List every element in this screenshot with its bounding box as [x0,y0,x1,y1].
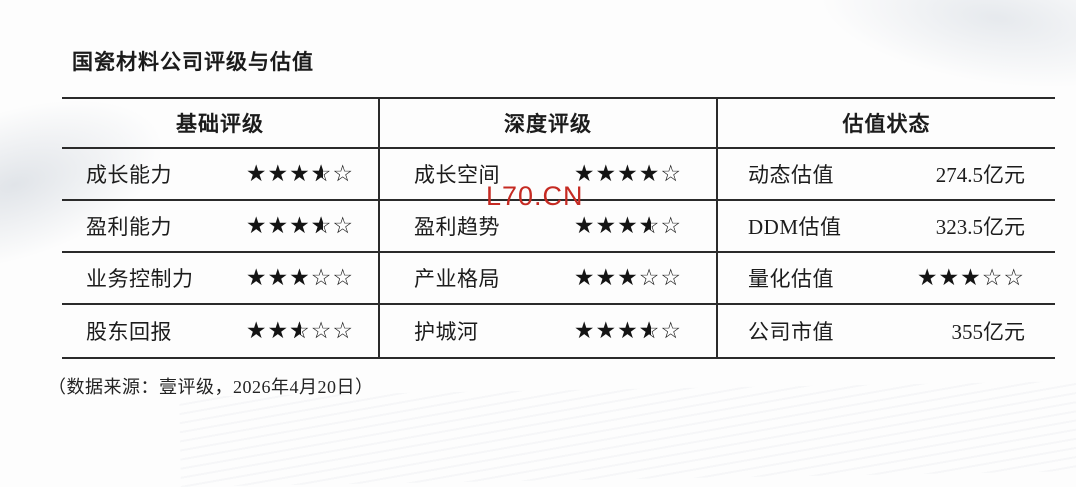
metric-label: 盈利能力 [86,215,172,239]
star-icon: ☆ [332,160,354,187]
rating-valuation-table: 基础评级 深度评级 估值状态 成长能力 ★★★☆ ★ ☆ 成长空间 ★★★★☆ 动态… [62,97,1055,359]
column-header-basic-rating: 基础评级 [176,112,264,136]
cell-shareholder-return: 股东回报 ★★☆ ★ ☆☆ [62,305,378,357]
star-icon: ☆ ★ [638,212,661,239]
star-icon: ★ [267,264,290,291]
column-header-depth-rating: 深度评级 [378,99,716,147]
star-icon: ★ [617,317,639,344]
star-rating: ★★★☆☆ [245,264,354,291]
star-icon: ☆ ★ [310,212,333,239]
star-icon: ★ [573,160,596,187]
star-icon: ★ [960,264,982,291]
valuation-amount: 323.5亿元 [935,215,1025,239]
cell-profit-ability: 盈利能力 ★★★☆ ★ ☆ [62,201,378,251]
star-icon: ★ [595,264,618,291]
column-header-valuation-status: 估值状态 [716,99,1055,147]
star-icon: ☆ [660,264,682,291]
star-icon: ★ [267,212,290,239]
star-icon: ☆ [310,264,333,291]
data-source-note: （数据来源：壹评级，2026年4月20日） [48,377,374,397]
star-icon: ☆ [660,160,682,187]
star-icon: ★ [617,160,639,187]
cell-quant-valuation: 量化估值 ★★★☆☆ [716,253,1055,303]
star-icon: ★ [245,160,268,187]
table-header-row: 基础评级 深度评级 估值状态 [62,99,1055,149]
star-icon: ★ [289,160,311,187]
star-rating: ★★★☆ ★ ☆ [245,160,354,187]
table-row: 盈利能力 ★★★☆ ★ ☆ 盈利趋势 ★★★☆ ★ ☆ DDM估值 323.5亿元 [62,201,1055,253]
valuation-amount: 355亿元 [951,320,1026,344]
cell-industry-pattern: 产业格局 ★★★☆☆ [378,253,716,303]
metric-label: 量化估值 [748,267,834,291]
star-icon: ☆ ★ [638,317,661,344]
star-icon: ★ [617,264,639,291]
cell-growth-ability: 成长能力 ★★★☆ ★ ☆ [62,149,378,199]
star-rating: ★★★☆☆ [573,264,682,291]
metric-label: 成长能力 [86,163,172,187]
star-icon: ★ [638,160,661,187]
star-icon: ★ [595,212,618,239]
star-rating: ★★★☆ ★ ☆ [245,212,354,239]
star-icon: ★ [245,212,268,239]
star-icon: ☆ [981,264,1004,291]
star-icon: ★ [916,264,939,291]
metric-label: 护城河 [414,320,479,344]
cell-market-cap: 公司市值 355亿元 [716,305,1055,357]
table-row: 业务控制力 ★★★☆☆ 产业格局 ★★★☆☆ 量化估值 ★★★☆☆ [62,253,1055,305]
watermark-text: L70.CN [486,181,584,211]
metric-label: 动态估值 [748,163,834,187]
star-rating: ★★★★☆ [573,160,682,187]
star-icon: ★ [267,317,290,344]
star-icon: ★ [289,264,311,291]
star-icon: ☆ [332,212,354,239]
star-icon: ★ [938,264,961,291]
page-title: 国瓷材料公司评级与估值 [72,50,314,74]
star-icon: ☆ [332,317,354,344]
metric-label: 业务控制力 [86,267,194,291]
star-icon: ☆ [332,264,354,291]
star-icon: ☆ [1003,264,1025,291]
star-icon: ★ [289,212,311,239]
metric-label: 盈利趋势 [414,215,500,239]
star-icon: ★ [595,317,618,344]
star-rating: ★★★☆ ★ ☆ [573,317,682,344]
cell-profit-trend: 盈利趋势 ★★★☆ ★ ☆ [378,201,716,251]
star-icon: ★ [595,160,618,187]
star-icon: ☆ ★ [310,160,333,187]
star-icon: ★ [573,212,596,239]
cell-dynamic-valuation: 动态估值 274.5亿元 [716,149,1055,199]
valuation-amount: 274.5亿元 [935,163,1025,187]
star-rating: ★★★☆☆ [916,264,1025,291]
metric-label: 股东回报 [86,320,172,344]
star-rating: ★★★☆ ★ ☆ [573,212,682,239]
star-icon: ★ [245,264,268,291]
table-row: 股东回报 ★★☆ ★ ☆☆ 护城河 ★★★☆ ★ ☆ 公司市值 355亿元 [62,305,1055,357]
star-icon: ★ [617,212,639,239]
star-icon: ☆ [660,212,682,239]
cell-moat: 护城河 ★★★☆ ★ ☆ [378,305,716,357]
cell-business-control: 业务控制力 ★★★☆☆ [62,253,378,303]
star-icon: ★ [573,317,596,344]
star-icon: ★ [245,317,268,344]
star-rating: ★★☆ ★ ☆☆ [245,317,354,344]
star-icon: ☆ [310,317,333,344]
star-icon: ★ [573,264,596,291]
cell-growth-space: 成长空间 ★★★★☆ [378,149,716,199]
star-icon: ☆ ★ [289,317,311,344]
metric-label: 公司市值 [748,320,834,344]
star-icon: ★ [267,160,290,187]
metric-label: 成长空间 [414,163,500,187]
star-icon: ☆ [660,317,682,344]
metric-label: DDM估值 [748,215,842,239]
table-row: 成长能力 ★★★☆ ★ ☆ 成长空间 ★★★★☆ 动态估值 274.5亿元 [62,149,1055,201]
cell-ddm-valuation: DDM估值 323.5亿元 [716,201,1055,251]
metric-label: 产业格局 [414,267,500,291]
background-wisp-top-right [809,0,1076,101]
star-icon: ☆ [638,264,661,291]
